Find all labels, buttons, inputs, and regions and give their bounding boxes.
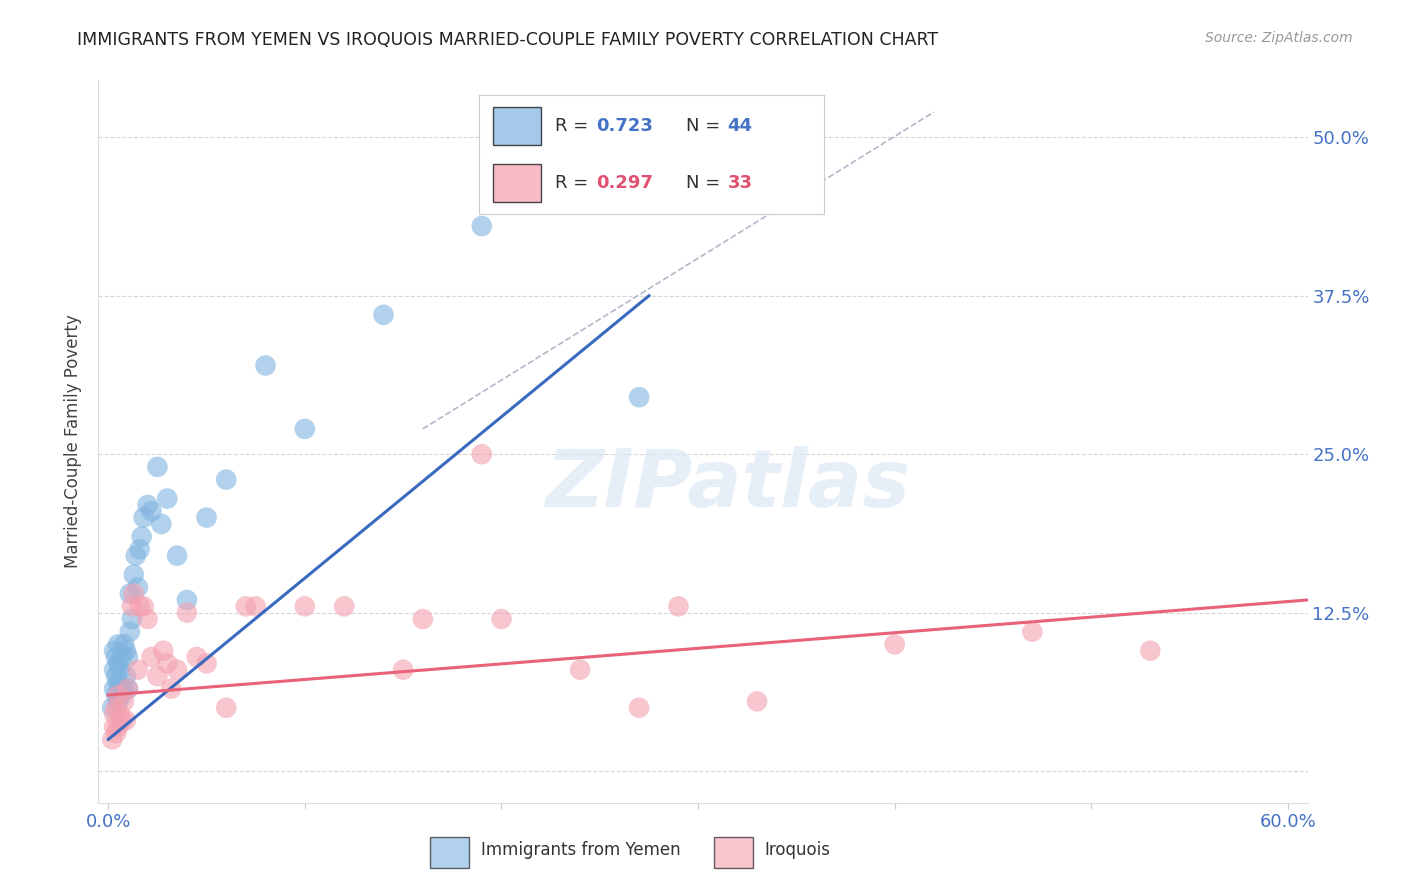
Point [166, 549, 188, 563]
Point [152, 643, 174, 657]
Point [235, 599, 257, 614]
Point [146, 669, 169, 683]
Point [108, 707, 131, 722]
Point [107, 657, 129, 671]
Point [294, 422, 316, 436]
Point [668, 599, 690, 614]
Point [146, 459, 169, 474]
Point [132, 510, 155, 524]
Point [105, 688, 128, 702]
Point [136, 498, 159, 512]
Point [628, 390, 651, 404]
Point [108, 681, 131, 696]
Point [111, 688, 134, 702]
Point [108, 663, 131, 677]
Point [122, 587, 145, 601]
Point [115, 714, 138, 728]
Point [1021, 624, 1043, 639]
Point [412, 612, 434, 626]
Point [127, 580, 149, 594]
Y-axis label: Married-Couple Family Poverty: Married-Couple Family Poverty [65, 315, 83, 568]
Point [883, 637, 905, 651]
Point [107, 720, 129, 734]
Point [111, 714, 134, 728]
Point [471, 219, 494, 233]
Point [107, 688, 129, 702]
Point [118, 587, 141, 601]
Point [1139, 643, 1161, 657]
Point [117, 650, 139, 665]
Point [132, 599, 155, 614]
Point [491, 612, 513, 626]
Point [125, 549, 148, 563]
Point [471, 447, 494, 461]
Point [254, 359, 277, 373]
Point [103, 681, 125, 696]
Point [107, 694, 129, 708]
Point [195, 657, 218, 671]
Point [127, 663, 149, 677]
Text: Source: ZipAtlas.com: Source: ZipAtlas.com [1205, 31, 1353, 45]
Point [105, 669, 128, 683]
Point [111, 650, 134, 665]
Point [215, 700, 238, 714]
Point [105, 700, 128, 714]
Point [121, 612, 143, 626]
Point [215, 473, 238, 487]
Point [101, 700, 124, 714]
Point [122, 567, 145, 582]
Point [176, 606, 198, 620]
Point [136, 612, 159, 626]
Text: IMMIGRANTS FROM YEMEN VS IROQUOIS MARRIED-COUPLE FAMILY POVERTY CORRELATION CHAR: IMMIGRANTS FROM YEMEN VS IROQUOIS MARRIE… [77, 31, 938, 49]
Point [176, 593, 198, 607]
Point [107, 637, 129, 651]
Point [186, 650, 208, 665]
Point [115, 669, 138, 683]
Point [121, 599, 143, 614]
Point [115, 643, 138, 657]
Point [141, 650, 163, 665]
Point [117, 681, 139, 696]
Point [156, 657, 179, 671]
Point [105, 650, 128, 665]
Point [112, 694, 135, 708]
Point [107, 675, 129, 690]
Point [245, 599, 267, 614]
Point [156, 491, 179, 506]
Point [128, 599, 150, 614]
Point [141, 504, 163, 518]
Point [101, 732, 124, 747]
Point [112, 681, 135, 696]
Point [128, 542, 150, 557]
Point [131, 530, 153, 544]
Point [103, 707, 125, 722]
Point [103, 720, 125, 734]
Point [166, 663, 188, 677]
Point [103, 663, 125, 677]
Point [160, 681, 183, 696]
Point [569, 663, 592, 677]
Point [294, 599, 316, 614]
Point [103, 643, 125, 657]
Point [195, 510, 218, 524]
Point [112, 637, 135, 651]
Point [118, 624, 141, 639]
Point [150, 516, 173, 531]
Point [117, 681, 139, 696]
Point [373, 308, 395, 322]
Point [628, 700, 651, 714]
Point [105, 726, 128, 740]
Point [333, 599, 356, 614]
Point [392, 663, 415, 677]
Text: ZIPatlas: ZIPatlas [544, 446, 910, 524]
Point [745, 694, 768, 708]
